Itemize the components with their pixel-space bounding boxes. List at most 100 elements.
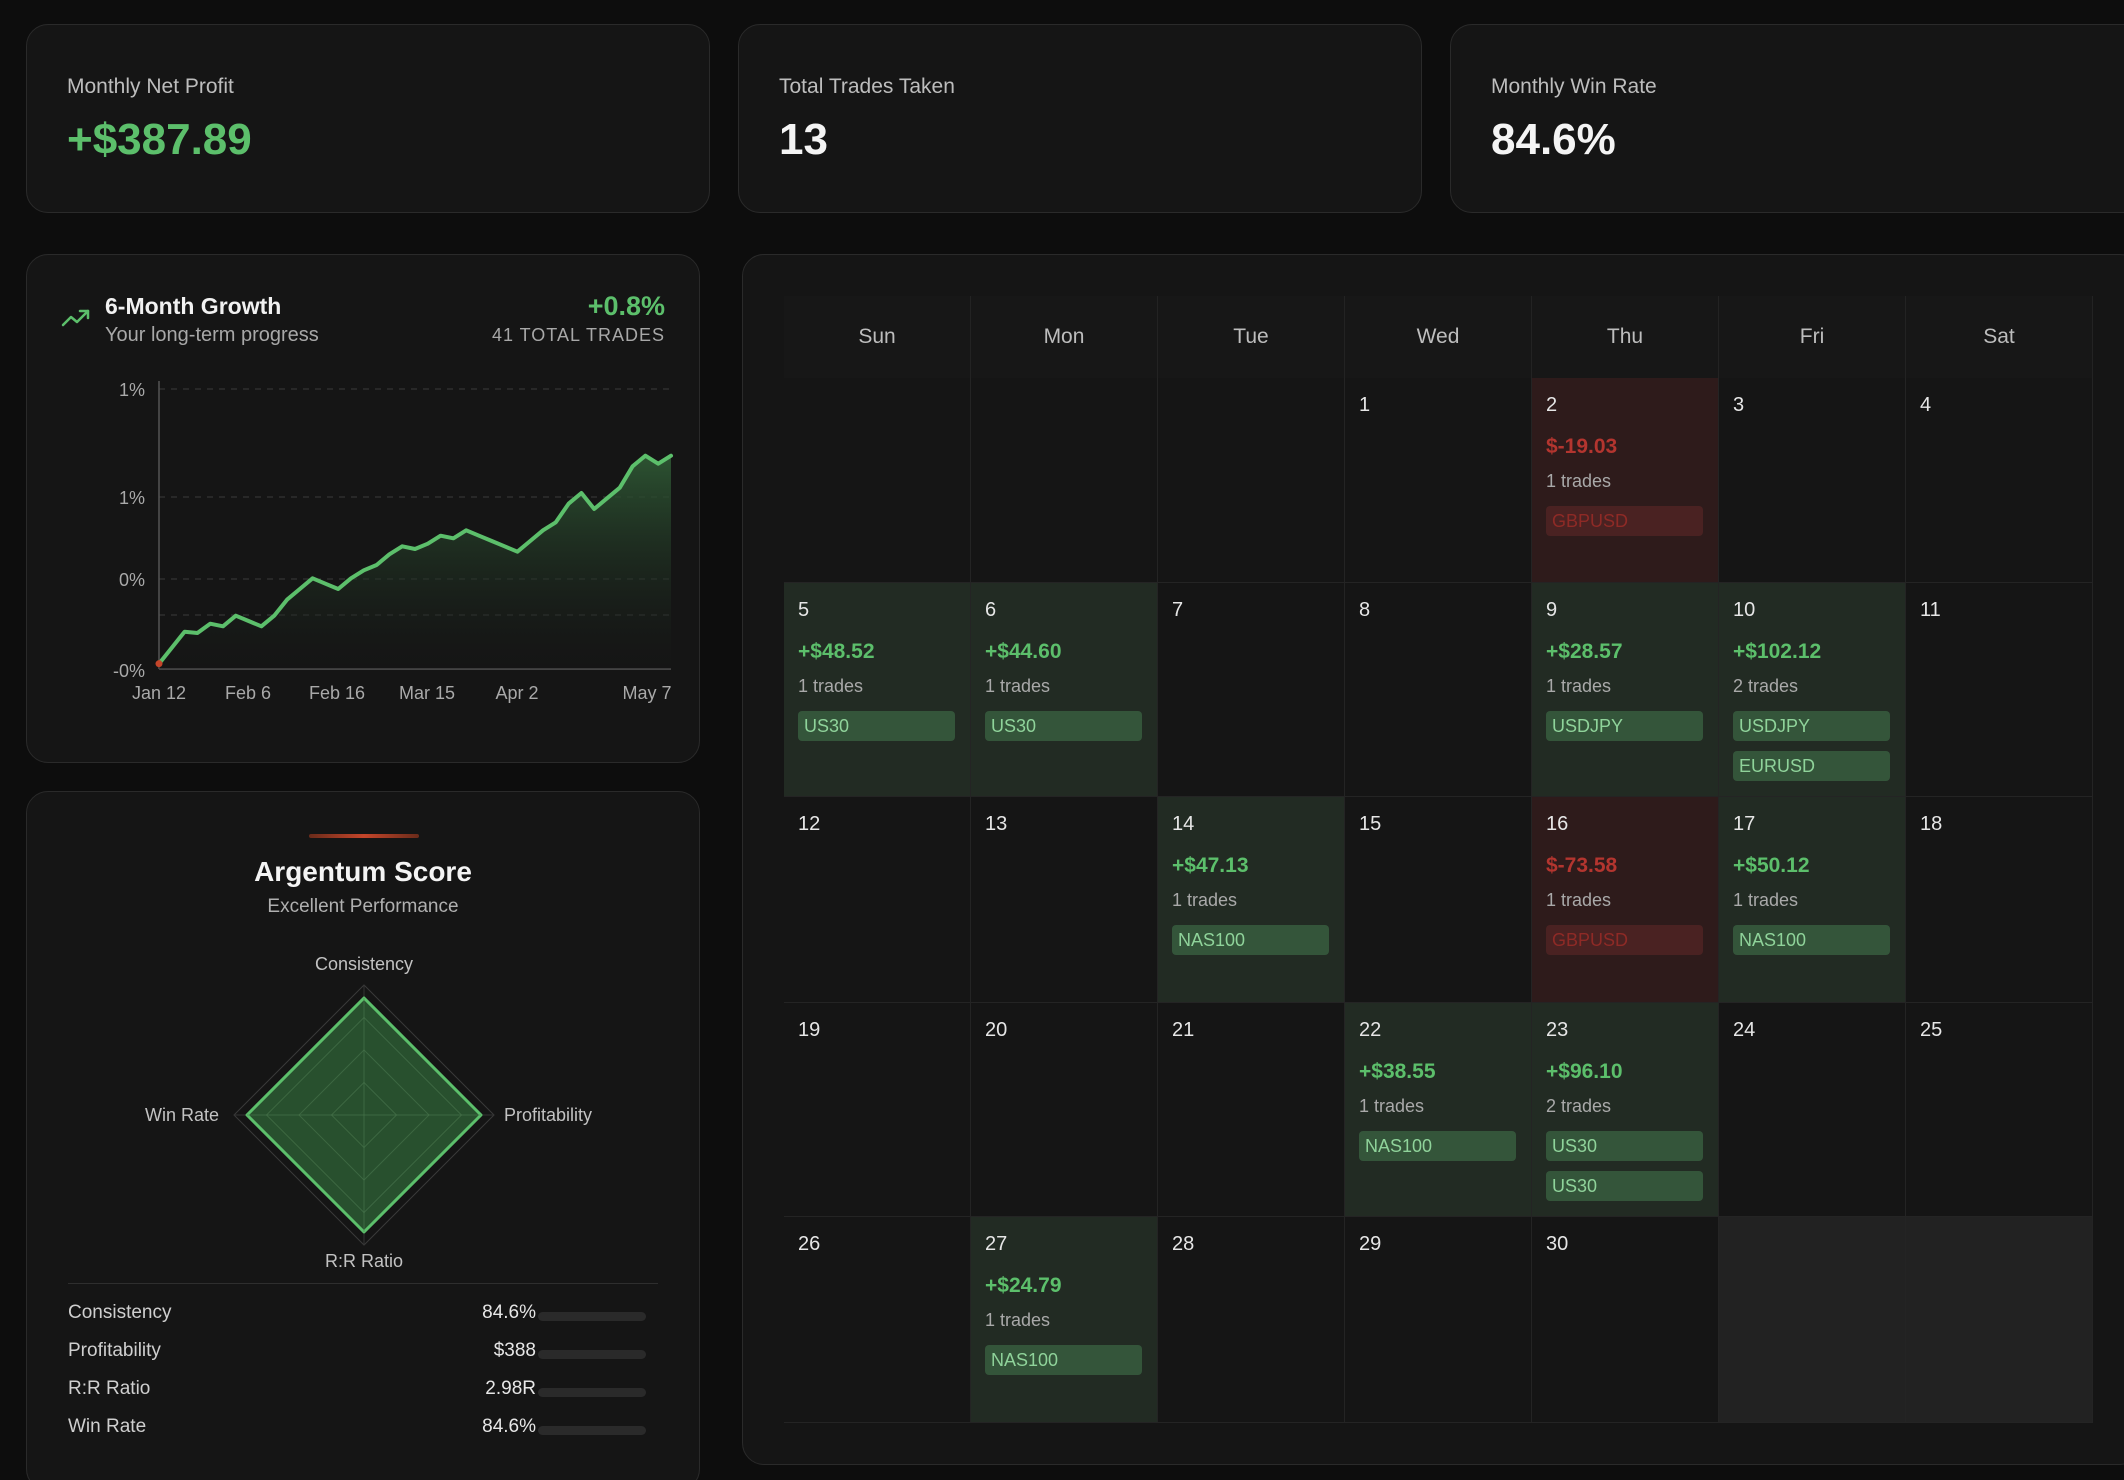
x-tick-label: Mar 15 [399,683,455,703]
day-pnl: +$24.79 [985,1274,1062,1297]
day-number: 27 [985,1233,1008,1255]
score-title: Argentum Score [254,856,472,887]
symbol-tag: NAS100 [1172,925,1329,955]
day-pnl: +$48.52 [798,640,875,663]
metric-value: 84.6% [482,1302,536,1323]
radar-axis-label: Profitability [504,1105,592,1125]
calendar-day-20[interactable]: 20 [971,1003,1158,1217]
day-number: 5 [798,599,810,621]
symbol-tag: USDJPY [1733,711,1890,741]
calendar-day-14[interactable]: 14 +$47.13 1 trades NAS100 [1158,797,1345,1003]
day-number: 8 [1359,599,1371,621]
day-number: 9 [1546,599,1558,621]
growth-change: +0.8% [587,291,665,321]
calendar-day-4[interactable]: 4 [1906,378,2093,583]
day-number: 3 [1733,394,1745,416]
metric-name: Win Rate [68,1416,147,1437]
calendar-day-8[interactable]: 8 [1345,583,1532,797]
calendar-day-30[interactable]: 30 [1532,1217,1719,1423]
score-accent-bar [309,834,419,838]
growth-card: 6-Month Growth Your long-term progress +… [26,254,700,763]
metric-bar [538,1426,646,1435]
day-number: 1 [1359,394,1371,416]
x-tick-label: May 7 [622,683,671,703]
calendar-day-13[interactable]: 13 [971,797,1158,1003]
day-trade-count: 1 trades [1733,890,1799,910]
symbol-tag: NAS100 [1733,925,1890,955]
symbol-tag: GBPUSD [1546,925,1703,955]
calendar-day-19[interactable]: 19 [784,1003,971,1217]
calendar-day-25[interactable]: 25 [1906,1003,2093,1217]
calendar-day-7[interactable]: 7 [1158,583,1345,797]
symbol-tag: USDJPY [1546,711,1703,741]
day-pnl: +$44.60 [985,640,1062,663]
stat-label: Monthly Win Rate [1491,75,1657,98]
day-trade-count: 1 trades [1546,676,1612,696]
calendar-day-2[interactable]: 2 $-19.03 1 trades GBPUSD [1532,378,1719,583]
radar-axis-label: Win Rate [145,1105,219,1125]
calendar-day-22[interactable]: 22 +$38.55 1 trades NAS100 [1345,1003,1532,1217]
calendar-day-18[interactable]: 18 [1906,797,2093,1003]
stat-label: Monthly Net Profit [67,75,234,98]
calendar-cell-empty [1719,1217,1906,1423]
symbol-tag: EURUSD [1733,751,1890,781]
calendar-day-1[interactable]: 1 [1345,378,1532,583]
day-pnl: +$47.13 [1172,854,1249,877]
day-number: 15 [1359,813,1382,835]
day-number: 16 [1546,813,1569,835]
radar-axis-label: Consistency [315,954,413,974]
day-number: 22 [1359,1019,1382,1041]
day-trade-count: 1 trades [1546,471,1612,491]
calendar-day-24[interactable]: 24 [1719,1003,1906,1217]
day-number: 23 [1546,1019,1569,1041]
day-trade-count: 2 trades [1733,676,1799,696]
x-tick-label: Apr 2 [495,683,538,703]
day-pnl: +$28.57 [1546,640,1623,663]
day-number: 21 [1172,1019,1195,1041]
calendar-day-29[interactable]: 29 [1345,1217,1532,1423]
x-tick-label: Feb 6 [225,683,271,703]
calendar-day-11[interactable]: 11 [1906,583,2093,797]
day-number: 30 [1546,1233,1569,1255]
calendar-day-5[interactable]: 5 +$48.52 1 trades US30 [784,583,971,797]
calendar-day-23[interactable]: 23 +$96.10 2 trades US30 US30 [1532,1003,1719,1217]
day-trade-count: 1 trades [1172,890,1238,910]
day-number: 14 [1172,813,1195,835]
day-number: 28 [1172,1233,1195,1255]
metric-value: 84.6% [482,1416,536,1437]
metric-value: 2.98R [485,1378,536,1399]
calendar-day-10[interactable]: 10 +$102.12 2 trades USDJPY EURUSD [1719,583,1906,797]
symbol-tag: US30 [1546,1171,1703,1201]
day-number: 12 [798,813,821,835]
x-tick-label: Jan 12 [132,683,186,703]
metric-row-win-rate: Win Rate 84.6% [68,1416,660,1446]
calendar-day-15[interactable]: 15 [1345,797,1532,1003]
calendar-day-12[interactable]: 12 [784,797,971,1003]
stat-label: Total Trades Taken [779,75,955,98]
day-pnl: +$38.55 [1359,1060,1436,1083]
calendar-day-6[interactable]: 6 +$44.60 1 trades US30 [971,583,1158,797]
symbol-tag: US30 [985,711,1142,741]
day-number: 20 [985,1019,1008,1041]
calendar-day-27[interactable]: 27 +$24.79 1 trades NAS100 [971,1217,1158,1423]
symbol-tag: NAS100 [1359,1131,1516,1161]
calendar-day-26[interactable]: 26 [784,1217,971,1423]
day-number: 17 [1733,813,1756,835]
y-tick-label: 1% [119,488,145,508]
calendar-day-9[interactable]: 9 +$28.57 1 trades USDJPY [1532,583,1719,797]
calendar-day-3[interactable]: 3 [1719,378,1906,583]
day-number: 25 [1920,1019,1943,1041]
weekday-header: Sun [784,296,971,378]
day-pnl: +$102.12 [1733,640,1822,663]
metric-row-profitability: Profitability $388 [68,1340,660,1370]
day-number: 2 [1546,394,1558,416]
calendar-day-16[interactable]: 16 $-73.58 1 trades GBPUSD [1532,797,1719,1003]
day-number: 19 [798,1019,821,1041]
score-divider [68,1283,658,1284]
calendar-day-21[interactable]: 21 [1158,1003,1345,1217]
calendar-day-28[interactable]: 28 [1158,1217,1345,1423]
calendar-cell-empty [971,378,1158,583]
metric-name: R:R Ratio [68,1378,151,1399]
day-number: 26 [798,1233,821,1255]
calendar-day-17[interactable]: 17 +$50.12 1 trades NAS100 [1719,797,1906,1003]
